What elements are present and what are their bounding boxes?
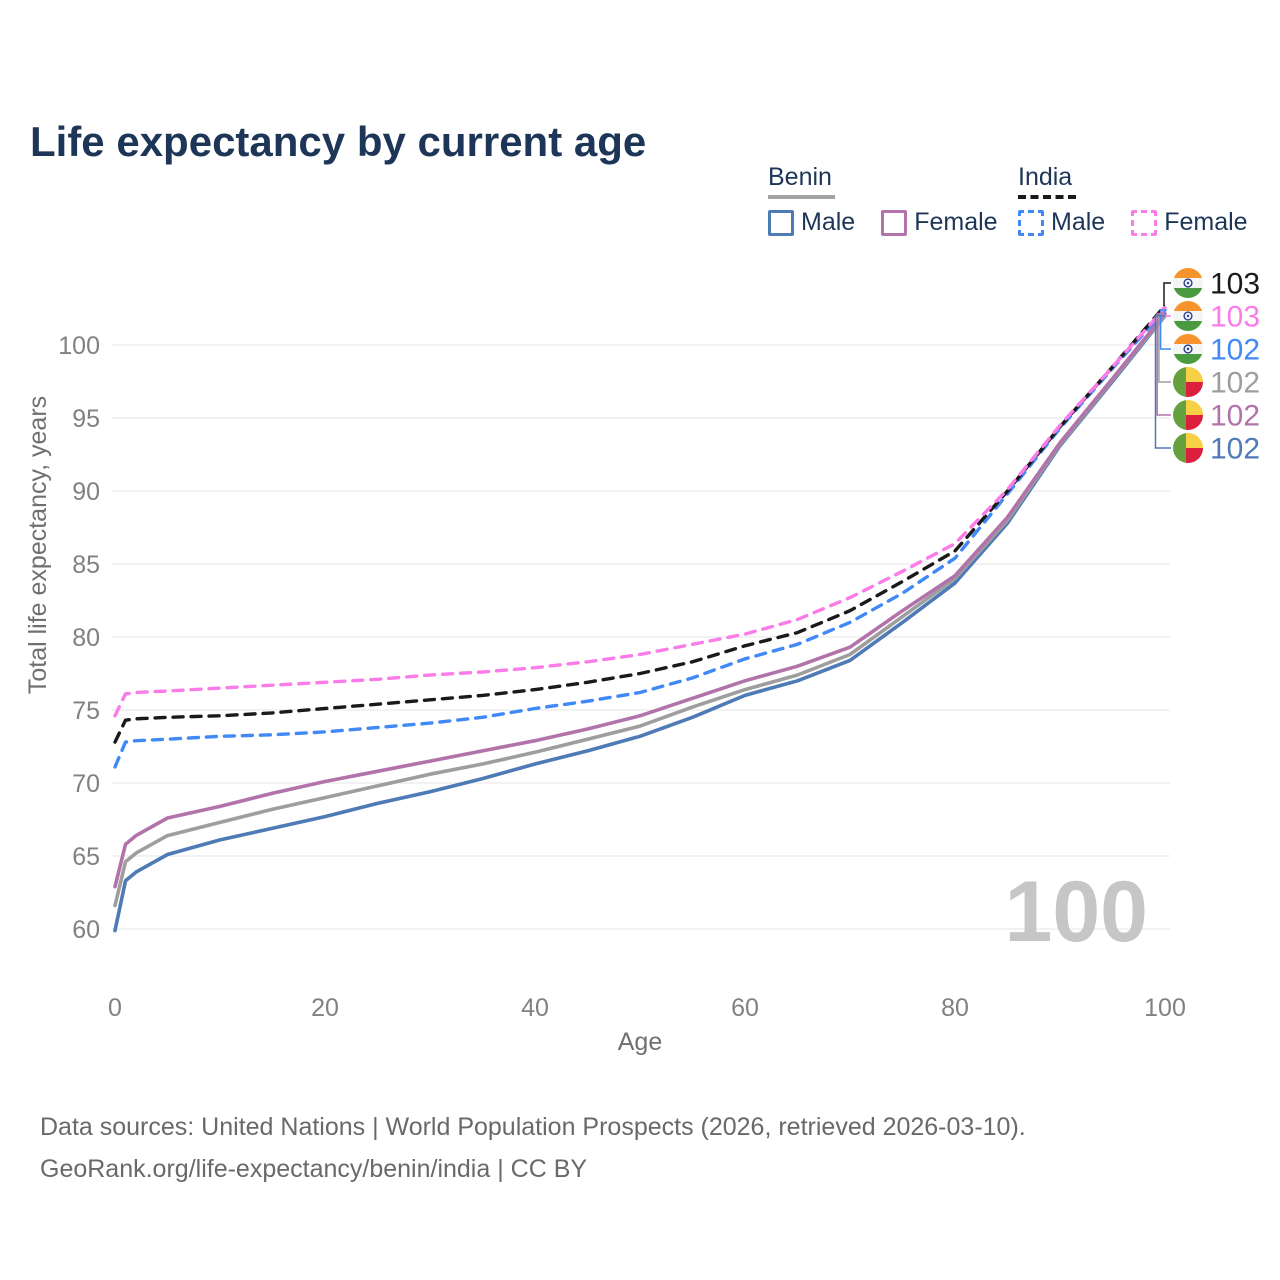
- leader-line-india-both-sexes: [1163, 282, 1171, 307]
- data-sources-caption: Data sources: United Nations | World Pop…: [40, 1106, 1026, 1190]
- india-flag-icon: [1173, 301, 1203, 331]
- end-value-label-india-both-sexes: 103: [1210, 268, 1260, 301]
- legend-group-title-india: India: [1018, 163, 1073, 191]
- x-tick-label: 0: [108, 994, 122, 1022]
- x-tick-label: 20: [311, 994, 339, 1022]
- y-tick-label: 90: [72, 478, 100, 506]
- page-title: Life expectancy by current age: [30, 118, 647, 166]
- y-axis-title: Total life expectancy, years: [24, 396, 52, 694]
- end-value-label-benin-both-sexes: 102: [1210, 367, 1260, 400]
- y-tick-label: 80: [72, 624, 100, 652]
- y-tick-label: 70: [72, 770, 100, 798]
- benin-flag-icon: [1173, 400, 1203, 430]
- benin-flag-icon: [1173, 367, 1203, 397]
- benin-solid-line-key: [768, 195, 835, 199]
- leader-line-benin-female: [1156, 312, 1171, 416]
- leader-line-india-male: [1159, 309, 1171, 350]
- legend-item-india-female[interactable]: Female: [1131, 208, 1248, 237]
- legend-item-benin-male[interactable]: Male: [768, 208, 855, 237]
- legend-label: Female: [1164, 208, 1248, 236]
- india-female-swatch-icon: [1131, 209, 1158, 236]
- end-value-label-benin-male: 102: [1210, 433, 1260, 466]
- leader-line-benin-male: [1154, 315, 1171, 449]
- y-tick-label: 75: [72, 697, 100, 725]
- benin-female-swatch-icon: [881, 209, 908, 236]
- caption-line-1: Data sources: United Nations | World Pop…: [40, 1113, 1026, 1141]
- age-watermark: 100: [1005, 864, 1149, 960]
- leader-line-india-female: [1161, 307, 1171, 317]
- legend-item-benin-female[interactable]: Female: [881, 208, 998, 237]
- end-value-label-benin-female: 102: [1210, 400, 1260, 433]
- y-tick-label: 95: [72, 405, 100, 433]
- india-dashed-line-key: [1018, 195, 1076, 199]
- x-axis-title: Age: [618, 1028, 662, 1056]
- series-line-benin-female[interactable]: [113, 311, 1167, 889]
- series-line-india-female[interactable]: [113, 306, 1167, 718]
- legend-group-benin: Benin Male Female: [768, 163, 998, 237]
- india-male-swatch-icon: [1018, 209, 1044, 236]
- legend-label: Male: [1051, 208, 1106, 236]
- x-tick-label: 60: [731, 994, 759, 1022]
- y-tick-label: 85: [72, 551, 100, 579]
- legend-item-india-male[interactable]: Male: [1018, 208, 1105, 237]
- series-line-benin-both-sexes[interactable]: [113, 313, 1167, 908]
- legend-group-india: India Male Female: [1018, 163, 1248, 237]
- benin-flag-icon: [1173, 433, 1203, 463]
- y-tick-label: 100: [58, 332, 100, 360]
- y-tick-label: 65: [72, 843, 100, 871]
- legend-label: Female: [914, 208, 998, 236]
- legend-group-title-benin: Benin: [768, 163, 832, 191]
- end-value-label-india-male: 102: [1210, 334, 1260, 367]
- legend-label: Male: [801, 208, 856, 236]
- caption-line-2: GeoRank.org/life-expectancy/benin/india …: [40, 1155, 588, 1183]
- x-tick-label: 40: [521, 994, 549, 1022]
- x-tick-label: 80: [941, 994, 969, 1022]
- end-value-label-india-female: 103: [1210, 301, 1260, 334]
- series-line-india-both-sexes[interactable]: [113, 303, 1167, 744]
- series-line-benin-male[interactable]: [113, 313, 1167, 933]
- series-line-india-male[interactable]: [113, 308, 1167, 769]
- x-tick-label: 100: [1144, 994, 1186, 1022]
- benin-male-swatch-icon: [768, 209, 794, 236]
- india-flag-icon: [1173, 268, 1203, 298]
- y-tick-label: 60: [72, 916, 100, 944]
- india-flag-icon: [1173, 334, 1203, 364]
